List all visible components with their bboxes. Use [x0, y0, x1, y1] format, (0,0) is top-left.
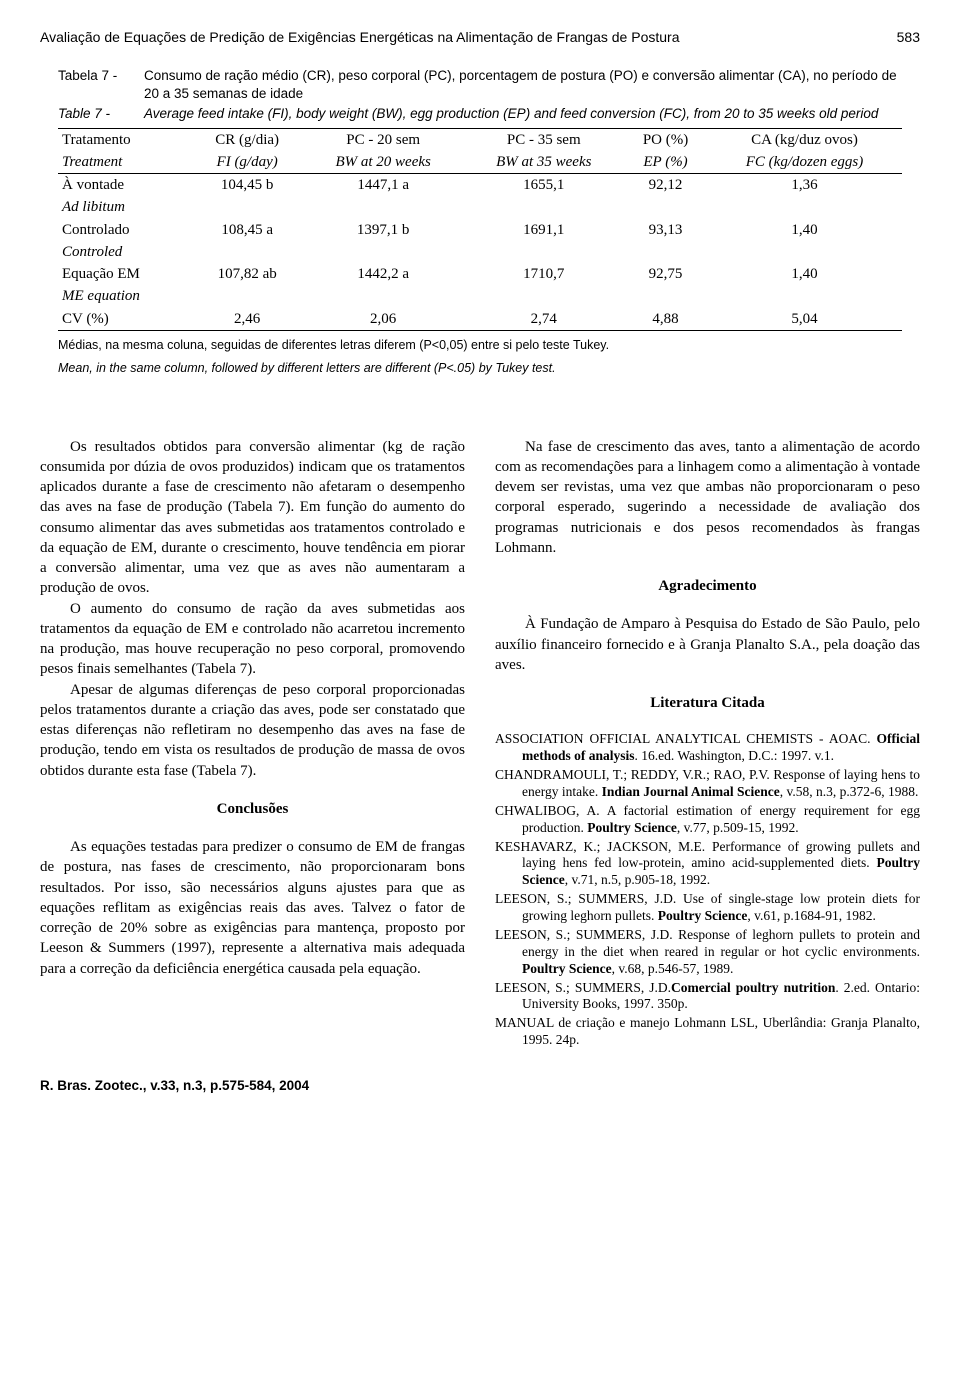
reference-item: LEESON, S.; SUMMERS, J.D. Response of le…: [495, 927, 920, 978]
left-column: Os resultados obtidos para conversão ali…: [40, 437, 465, 1052]
body-columns: Os resultados obtidos para conversão ali…: [40, 437, 920, 1052]
row-label: Controlado: [58, 219, 191, 241]
reference-item: MANUAL de criação e manejo Lohmann LSL, …: [495, 1015, 920, 1049]
right-column: Na fase de crescimento das aves, tanto a…: [495, 437, 920, 1052]
th: CA (kg/duz ovos): [707, 128, 902, 151]
data-table: Tratamento CR (g/dia) PC - 20 sem PC - 3…: [58, 128, 902, 331]
th: PC - 20 sem: [303, 128, 464, 151]
row-label-en: Controled: [58, 241, 191, 263]
table-caption-en-label: Table 7 -: [58, 105, 144, 123]
paragraph: Na fase de crescimento das aves, tanto a…: [495, 437, 920, 559]
table-caption-pt-label: Tabela 7 -: [58, 67, 144, 103]
row-label: Equação EM: [58, 263, 191, 285]
references-list: ASSOCIATION OFFICIAL ANALYTICAL CHEMISTS…: [495, 731, 920, 1049]
section-heading-literatura: Literatura Citada: [495, 693, 920, 713]
cell: 92,75: [624, 263, 707, 285]
cell: 4,88: [624, 308, 707, 331]
cell: 1,36: [707, 174, 902, 197]
cell: 1397,1 b: [303, 219, 464, 241]
paragraph: Apesar de algumas diferenças de peso cor…: [40, 680, 465, 781]
section-heading-conclusoes: Conclusões: [40, 799, 465, 819]
section-heading-agradecimento: Agradecimento: [495, 576, 920, 596]
th: CR (g/dia): [191, 128, 302, 151]
page-number: 583: [897, 28, 920, 47]
cell: 2,06: [303, 308, 464, 331]
cell: 1,40: [707, 219, 902, 241]
journal-footer: R. Bras. Zootec., v.33, n.3, p.575-584, …: [40, 1077, 920, 1095]
reference-item: LEESON, S.; SUMMERS, J.D.Comercial poult…: [495, 980, 920, 1014]
paragraph: O aumento do consumo de ração da aves su…: [40, 599, 465, 680]
running-title: Avaliação de Equações de Predição de Exi…: [40, 28, 679, 47]
th-en: FC (kg/dozen eggs): [707, 151, 902, 174]
th-en: BW at 35 weeks: [463, 151, 624, 174]
th-en: FI (g/day): [191, 151, 302, 174]
table-caption-en: Average feed intake (FI), body weight (B…: [144, 105, 902, 123]
cell: 1691,1: [463, 219, 624, 241]
th-en: Treatment: [58, 151, 191, 174]
paragraph: Os resultados obtidos para conversão ali…: [40, 437, 465, 599]
reference-item: CHWALIBOG, A. A factorial estimation of …: [495, 803, 920, 837]
cell: 107,82 ab: [191, 263, 302, 285]
th-en: EP (%): [624, 151, 707, 174]
cell: 5,04: [707, 308, 902, 331]
cell: 2,46: [191, 308, 302, 331]
row-label-en: ME equation: [58, 285, 191, 307]
cell: 1710,7: [463, 263, 624, 285]
table-footnote-pt: Médias, na mesma coluna, seguidas de dif…: [58, 337, 902, 354]
cell: 93,13: [624, 219, 707, 241]
row-label-en: Ad libitum: [58, 196, 191, 218]
table-footnote-en: Mean, in the same column, followed by di…: [58, 360, 902, 377]
running-header: Avaliação de Equações de Predição de Exi…: [40, 28, 920, 47]
cell: 1655,1: [463, 174, 624, 197]
cell: 1447,1 a: [303, 174, 464, 197]
reference-item: ASSOCIATION OFFICIAL ANALYTICAL CHEMISTS…: [495, 731, 920, 765]
reference-item: LEESON, S.; SUMMERS, J.D. Use of single-…: [495, 891, 920, 925]
paragraph: À Fundação de Amparo à Pesquisa do Estad…: [495, 614, 920, 675]
cell: 104,45 b: [191, 174, 302, 197]
cell: 1442,2 a: [303, 263, 464, 285]
th: Tratamento: [58, 128, 191, 151]
th: PC - 35 sem: [463, 128, 624, 151]
th-en: BW at 20 weeks: [303, 151, 464, 174]
paragraph: As equações testadas para predizer o con…: [40, 837, 465, 979]
table-7: Tabela 7 - Consumo de ração médio (CR), …: [58, 67, 902, 377]
cell: 108,45 a: [191, 219, 302, 241]
cell: 2,74: [463, 308, 624, 331]
cv-label: CV (%): [58, 308, 191, 331]
table-caption-pt: Consumo de ração médio (CR), peso corpor…: [144, 67, 902, 103]
cell: 92,12: [624, 174, 707, 197]
cell: 1,40: [707, 263, 902, 285]
reference-item: CHANDRAMOULI, T.; REDDY, V.R.; RAO, P.V.…: [495, 767, 920, 801]
row-label: À vontade: [58, 174, 191, 197]
reference-item: KESHAVARZ, K.; JACKSON, M.E. Performance…: [495, 839, 920, 890]
th: PO (%): [624, 128, 707, 151]
